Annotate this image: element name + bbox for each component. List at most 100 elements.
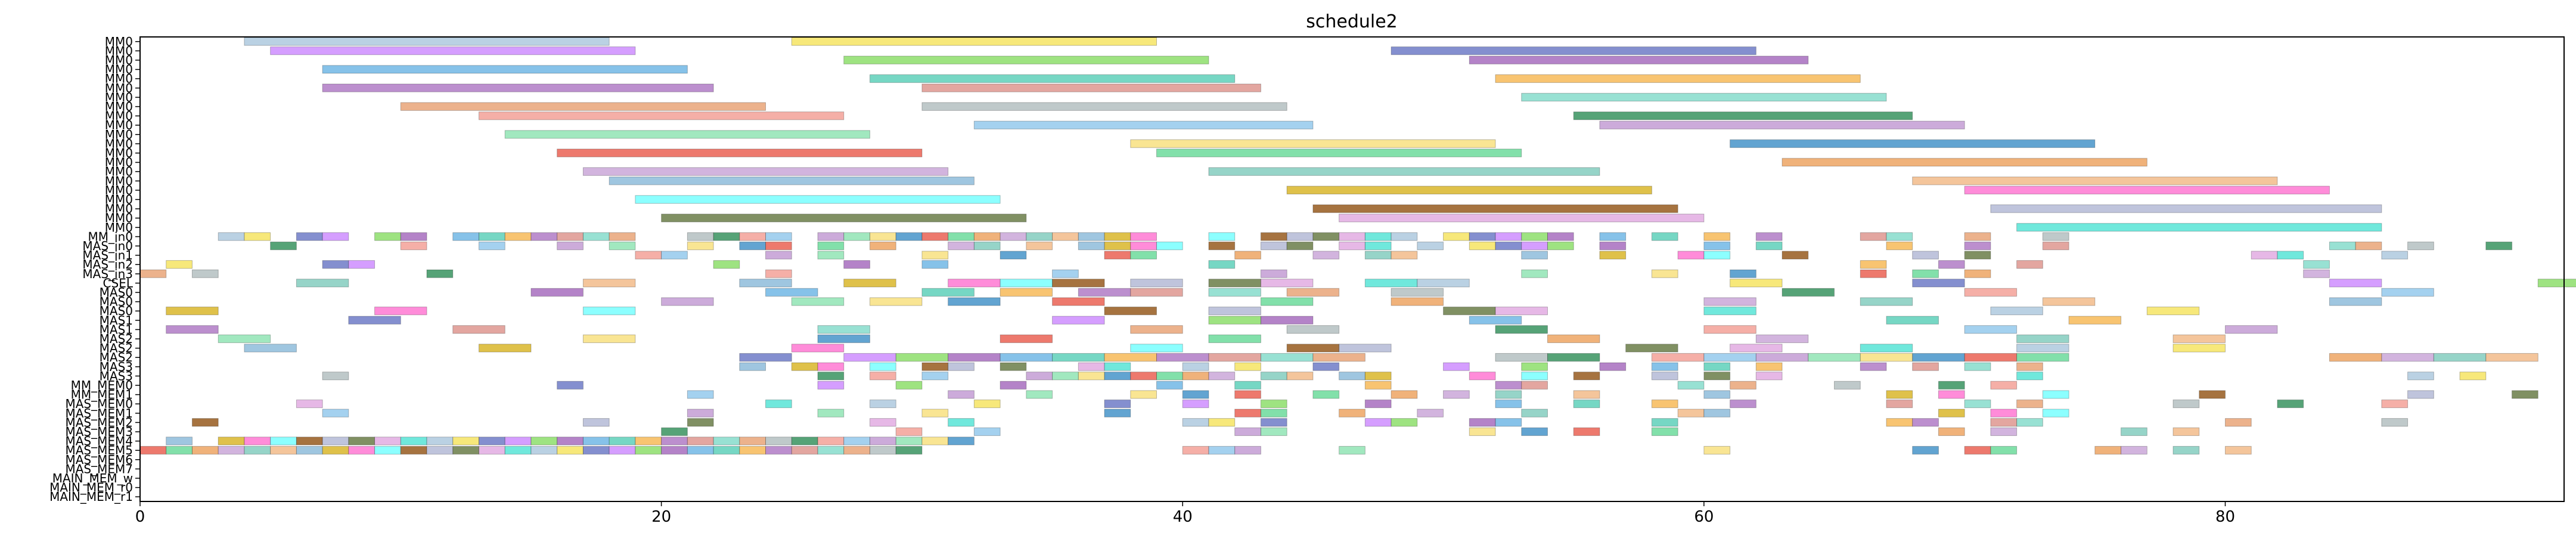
task-bar — [2094, 445, 2122, 455]
task-bar — [1964, 445, 1991, 455]
task-bar — [2485, 241, 2513, 250]
task-bar — [1000, 353, 1053, 362]
task-bar — [1339, 372, 1365, 381]
task-bar — [1234, 390, 1261, 399]
task-bar — [1208, 306, 1261, 316]
task-bar — [2381, 251, 2409, 260]
task-bar — [817, 325, 870, 334]
task-bar — [2277, 251, 2304, 260]
task-bar — [374, 232, 401, 241]
task-bar — [2381, 399, 2409, 409]
task-bar — [1234, 427, 1261, 436]
task-bar — [296, 445, 323, 455]
task-bar — [1234, 251, 1261, 260]
task-bar — [1521, 409, 1548, 417]
task-bar — [557, 232, 584, 241]
task-bar — [1912, 353, 1965, 362]
task-bar — [817, 251, 845, 260]
task-bar — [582, 279, 636, 288]
task-bar — [1000, 232, 1027, 241]
task-bar — [1260, 232, 1287, 241]
task-bar — [1208, 279, 1261, 288]
task-bar — [687, 409, 714, 417]
mm0-task-bar — [1782, 158, 2147, 167]
task-bar — [635, 437, 662, 445]
task-bar — [1364, 372, 1392, 381]
task-bar — [713, 260, 740, 269]
task-bar — [1469, 418, 1496, 427]
task-bar — [1703, 362, 1731, 371]
task-bar — [2121, 445, 2147, 455]
y-tick-label: MM0 — [105, 35, 133, 49]
task-bar — [1782, 288, 1835, 297]
task-bar — [1208, 288, 1261, 297]
task-bar — [948, 297, 1001, 306]
task-bar — [1495, 418, 1522, 427]
y-tick-label: MAS_MEM7 — [65, 462, 133, 476]
bars-layer — [139, 37, 2576, 455]
task-bar — [687, 418, 714, 427]
task-bar — [921, 232, 949, 241]
task-bar — [1469, 316, 1522, 325]
task-bar — [1443, 390, 1470, 399]
task-bar — [973, 241, 1001, 250]
task-bar — [1339, 241, 1365, 250]
task-bar — [1182, 372, 1209, 381]
y-tick-label: MM0 — [105, 127, 133, 142]
mm0-task-bar — [1130, 139, 1496, 148]
task-bar — [661, 297, 714, 306]
task-bar — [817, 362, 845, 371]
y-tick-label: MAS_MEM2 — [65, 415, 133, 429]
task-bar — [869, 418, 896, 427]
task-bar — [1391, 418, 1418, 427]
task-bar — [1703, 325, 1756, 334]
task-bar — [374, 306, 427, 316]
task-bar — [687, 390, 714, 399]
task-bar — [2381, 418, 2409, 427]
task-bar — [2146, 306, 2200, 316]
y-tick-label: MAS3 — [100, 369, 133, 383]
mm0-task-bar — [921, 102, 1287, 111]
task-bar — [1026, 241, 1053, 250]
task-bar — [948, 353, 1001, 362]
task-bar — [1703, 445, 1731, 455]
task-bar — [1730, 279, 1783, 288]
x-tick-label: 40 — [1173, 508, 1193, 526]
y-tick-label: MM0 — [105, 43, 133, 58]
task-bar — [1156, 381, 1183, 389]
task-bar — [582, 445, 610, 455]
task-bar — [921, 251, 949, 260]
task-bar — [1208, 372, 1236, 381]
task-bar — [1964, 232, 1991, 241]
task-bar — [1078, 288, 1131, 297]
task-bar — [609, 232, 636, 241]
task-bar — [1964, 288, 2018, 297]
y-tick-label: MAS_in0 — [82, 239, 133, 253]
mm0-task-bar — [1912, 176, 2278, 185]
task-bar — [1782, 251, 1809, 260]
task-bar — [1364, 399, 1392, 409]
task-bar — [895, 381, 923, 389]
mm0-task-bar — [1286, 186, 1652, 195]
task-bar — [1599, 362, 1627, 371]
task-bar — [2068, 316, 2122, 325]
task-bar — [791, 437, 818, 445]
task-bar — [1495, 325, 1548, 334]
task-bar — [1364, 241, 1392, 250]
mm0-task-bar — [973, 120, 1314, 130]
task-bar — [1391, 288, 1444, 297]
task-bar — [2459, 372, 2487, 381]
task-bar — [739, 232, 766, 241]
task-bar — [1104, 251, 1131, 260]
task-bar — [1730, 269, 1756, 278]
task-bar — [973, 232, 1001, 241]
mm0-task-bar — [244, 37, 610, 46]
task-bar — [1860, 344, 1913, 353]
task-bar — [948, 232, 974, 241]
task-bar — [2381, 353, 2434, 362]
task-bar — [1625, 344, 1678, 353]
task-bar — [1964, 241, 1991, 250]
task-bar — [1208, 445, 1236, 455]
y-tick-label: MAIN_MEM_r1 — [49, 490, 133, 504]
task-bar — [765, 232, 792, 241]
